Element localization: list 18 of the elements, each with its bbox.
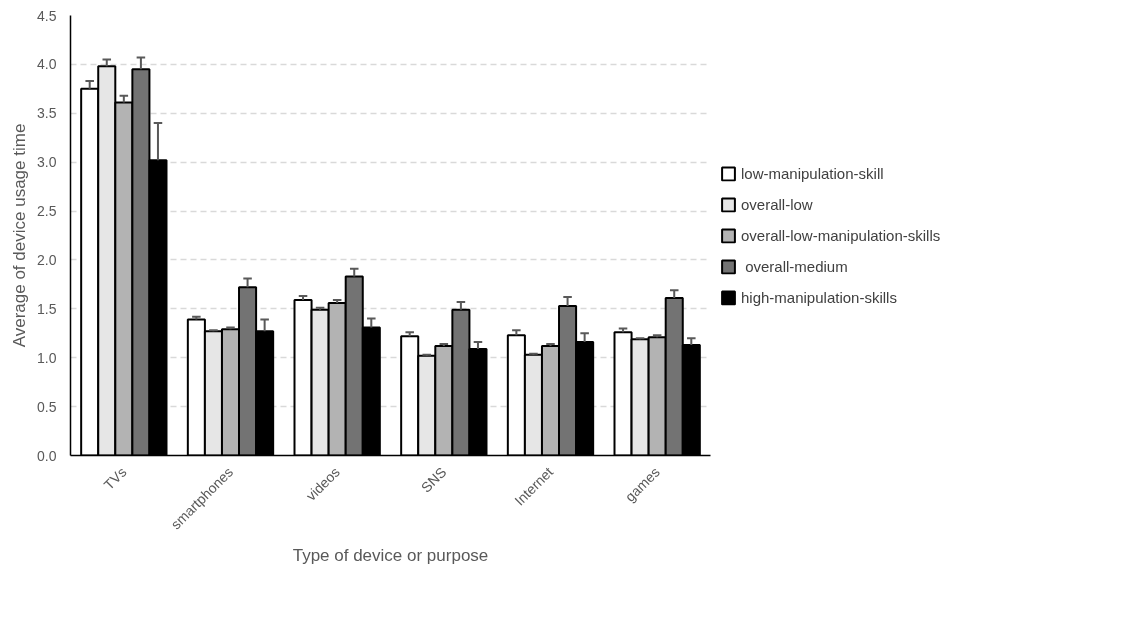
y-tick-label: 4.5 (37, 7, 57, 24)
legend-label: overall-low-manipulation-skills (741, 226, 941, 244)
y-tick-label: 2.0 (37, 251, 57, 268)
y-tick-label: 1.5 (37, 300, 57, 317)
y-tick-label: 0.5 (37, 398, 57, 415)
y-axis-title: Average of device usage time (10, 123, 30, 348)
legend-label: high-manipulation-skills (741, 288, 897, 306)
legend-label: overall-low (741, 195, 813, 213)
y-tick-label: 3.0 (37, 154, 57, 171)
legend-label: low-manipulation-skill (741, 164, 884, 182)
y-tick-label: 3.5 (37, 105, 57, 122)
y-tick-label: 0.0 (37, 447, 57, 464)
x-tick-label: TVs (100, 463, 130, 493)
y-tick-label: 4.0 (37, 56, 57, 73)
x-axis-title: Type of device or purpose (292, 546, 489, 566)
y-tick-label: 1.0 (37, 349, 57, 366)
y-tick-label: 2.5 (37, 203, 57, 220)
legend-label: overall-medium (744, 257, 848, 275)
